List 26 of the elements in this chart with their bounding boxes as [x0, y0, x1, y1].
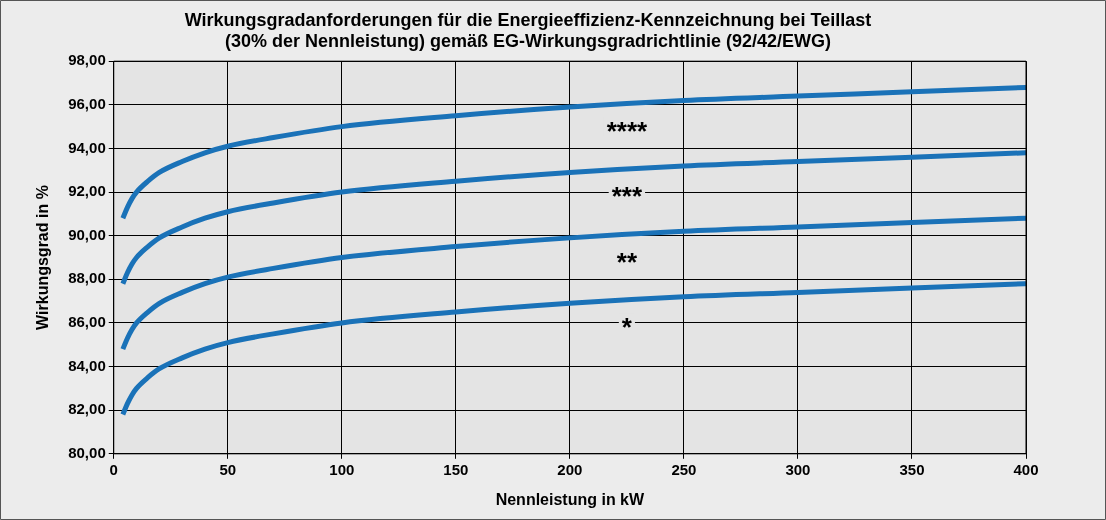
y-tick-label: 92,00	[68, 182, 106, 200]
y-tick-label: 84,00	[68, 356, 106, 374]
y-tick-label: 86,00	[68, 313, 106, 331]
chart-title: Wirkungsgradanforderungen für die Energieeffizienz-Kennzeichnung bei Teillast (30% der Nennleistung) gemäß EG-Wirkungsgradrichtlinie (92/42/EWG)	[184, 9, 872, 52]
y-tick-label: 88,00	[68, 269, 106, 287]
series-label: ****	[606, 115, 648, 146]
x-tick-label: 350	[899, 460, 925, 478]
x-tick-label: 300	[785, 460, 811, 478]
y-tick-label: 82,00	[68, 400, 106, 418]
x-axis-title: Nennleistung in kW	[495, 490, 645, 508]
y-tick-label: 96,00	[68, 94, 106, 112]
series-label: ***	[611, 181, 643, 212]
x-tick-label: 50	[219, 460, 237, 478]
series-label: **	[616, 246, 638, 277]
x-tick-label: 150	[443, 460, 469, 478]
y-tick-label: 80,00	[68, 443, 106, 461]
x-tick-label: 200	[557, 460, 583, 478]
y-tick-label: 90,00	[68, 225, 106, 243]
series-label: *	[621, 312, 633, 343]
x-tick-label: 100	[329, 460, 355, 478]
y-tick-label: 94,00	[68, 138, 106, 156]
x-tick-label: 400	[1013, 460, 1039, 478]
x-tick-label: 0	[109, 460, 118, 478]
x-tick-label: 250	[671, 460, 697, 478]
y-axis-title: Wirkungsgrad in %	[34, 185, 52, 330]
y-tick-label: 98,00	[68, 51, 106, 69]
